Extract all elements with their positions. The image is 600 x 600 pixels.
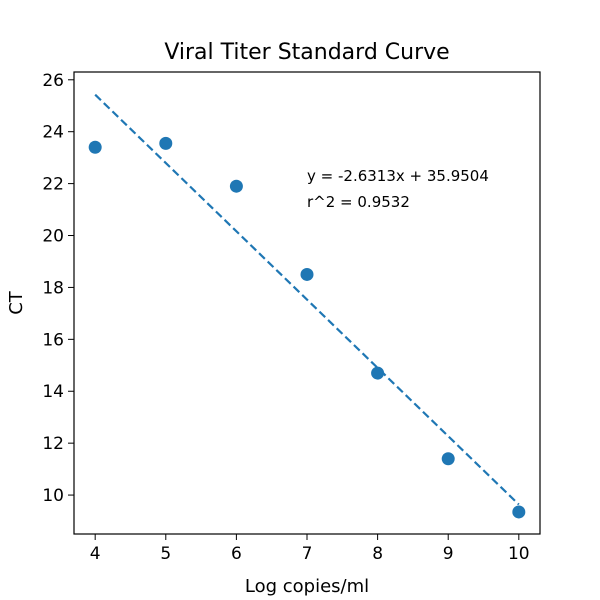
x-tick-label: 6: [231, 544, 242, 564]
y-axis-label: CT: [6, 290, 27, 315]
y-tick-label: 10: [42, 486, 64, 506]
y-tick-label: 22: [42, 175, 64, 195]
x-tick-label: 10: [508, 544, 530, 564]
data-point: [441, 452, 455, 466]
y-tick-label: 12: [42, 434, 64, 454]
data-point: [229, 179, 243, 193]
x-tick-label: 8: [372, 544, 383, 564]
x-tick-label: 5: [160, 544, 171, 564]
data-point: [371, 366, 385, 380]
data-point: [159, 136, 173, 150]
chart-title: Viral Titer Standard Curve: [164, 40, 449, 65]
data-points: [88, 136, 526, 519]
x-tick-label: 4: [90, 544, 101, 564]
y-tick-label: 18: [42, 278, 64, 298]
data-point: [300, 267, 314, 281]
x-tick-label: 9: [443, 544, 454, 564]
x-axis: 4 5 6 7 8 9 10: [90, 534, 530, 564]
y-tick-label: 20: [42, 227, 64, 247]
data-point: [512, 505, 526, 519]
y-tick-label: 26: [42, 71, 64, 91]
equation-annotation: y = -2.6313x + 35.9504: [307, 167, 489, 185]
y-tick-label: 14: [42, 382, 64, 402]
fit-line: [94, 93, 520, 506]
plot-area: 4 5 6 7 8 9 10 10 12 14 16 18 20 22 24 26: [42, 71, 541, 564]
y-tick-label: 24: [42, 123, 64, 143]
x-axis-label: Log copies/ml: [245, 576, 369, 597]
x-tick-label: 7: [302, 544, 313, 564]
y-tick-label: 16: [42, 330, 64, 350]
r-squared-annotation: r^2 = 0.9532: [307, 193, 410, 211]
data-point: [88, 140, 102, 154]
y-axis: 10 12 14 16 18 20 22 24 26: [42, 71, 74, 506]
